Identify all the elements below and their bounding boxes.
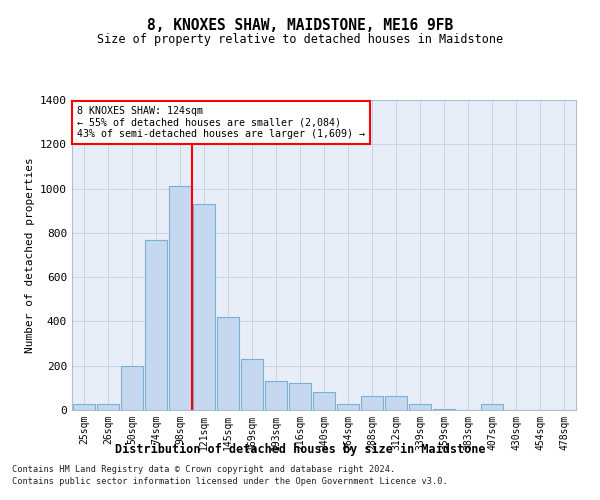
Text: 8 KNOXES SHAW: 124sqm
← 55% of detached houses are smaller (2,084)
43% of semi-d: 8 KNOXES SHAW: 124sqm ← 55% of detached …: [77, 106, 365, 140]
Bar: [121, 366, 143, 410]
Text: Distribution of detached houses by size in Maidstone: Distribution of detached houses by size …: [115, 442, 485, 456]
Bar: [169, 186, 191, 410]
Bar: [481, 404, 503, 410]
Text: Contains public sector information licensed under the Open Government Licence v3: Contains public sector information licen…: [12, 476, 448, 486]
Bar: [337, 404, 359, 410]
Bar: [241, 359, 263, 410]
Bar: [385, 396, 407, 410]
Bar: [289, 384, 311, 410]
Bar: [145, 240, 167, 410]
Bar: [361, 396, 383, 410]
Text: 8, KNOXES SHAW, MAIDSTONE, ME16 9FB: 8, KNOXES SHAW, MAIDSTONE, ME16 9FB: [147, 18, 453, 32]
Text: Size of property relative to detached houses in Maidstone: Size of property relative to detached ho…: [97, 32, 503, 46]
Bar: [97, 404, 119, 410]
Bar: [193, 204, 215, 410]
Bar: [217, 317, 239, 410]
Bar: [409, 404, 431, 410]
Bar: [313, 392, 335, 410]
Text: Contains HM Land Registry data © Crown copyright and database right 2024.: Contains HM Land Registry data © Crown c…: [12, 466, 395, 474]
Y-axis label: Number of detached properties: Number of detached properties: [25, 157, 35, 353]
Bar: [265, 381, 287, 410]
Bar: [73, 404, 95, 410]
Bar: [433, 409, 455, 410]
